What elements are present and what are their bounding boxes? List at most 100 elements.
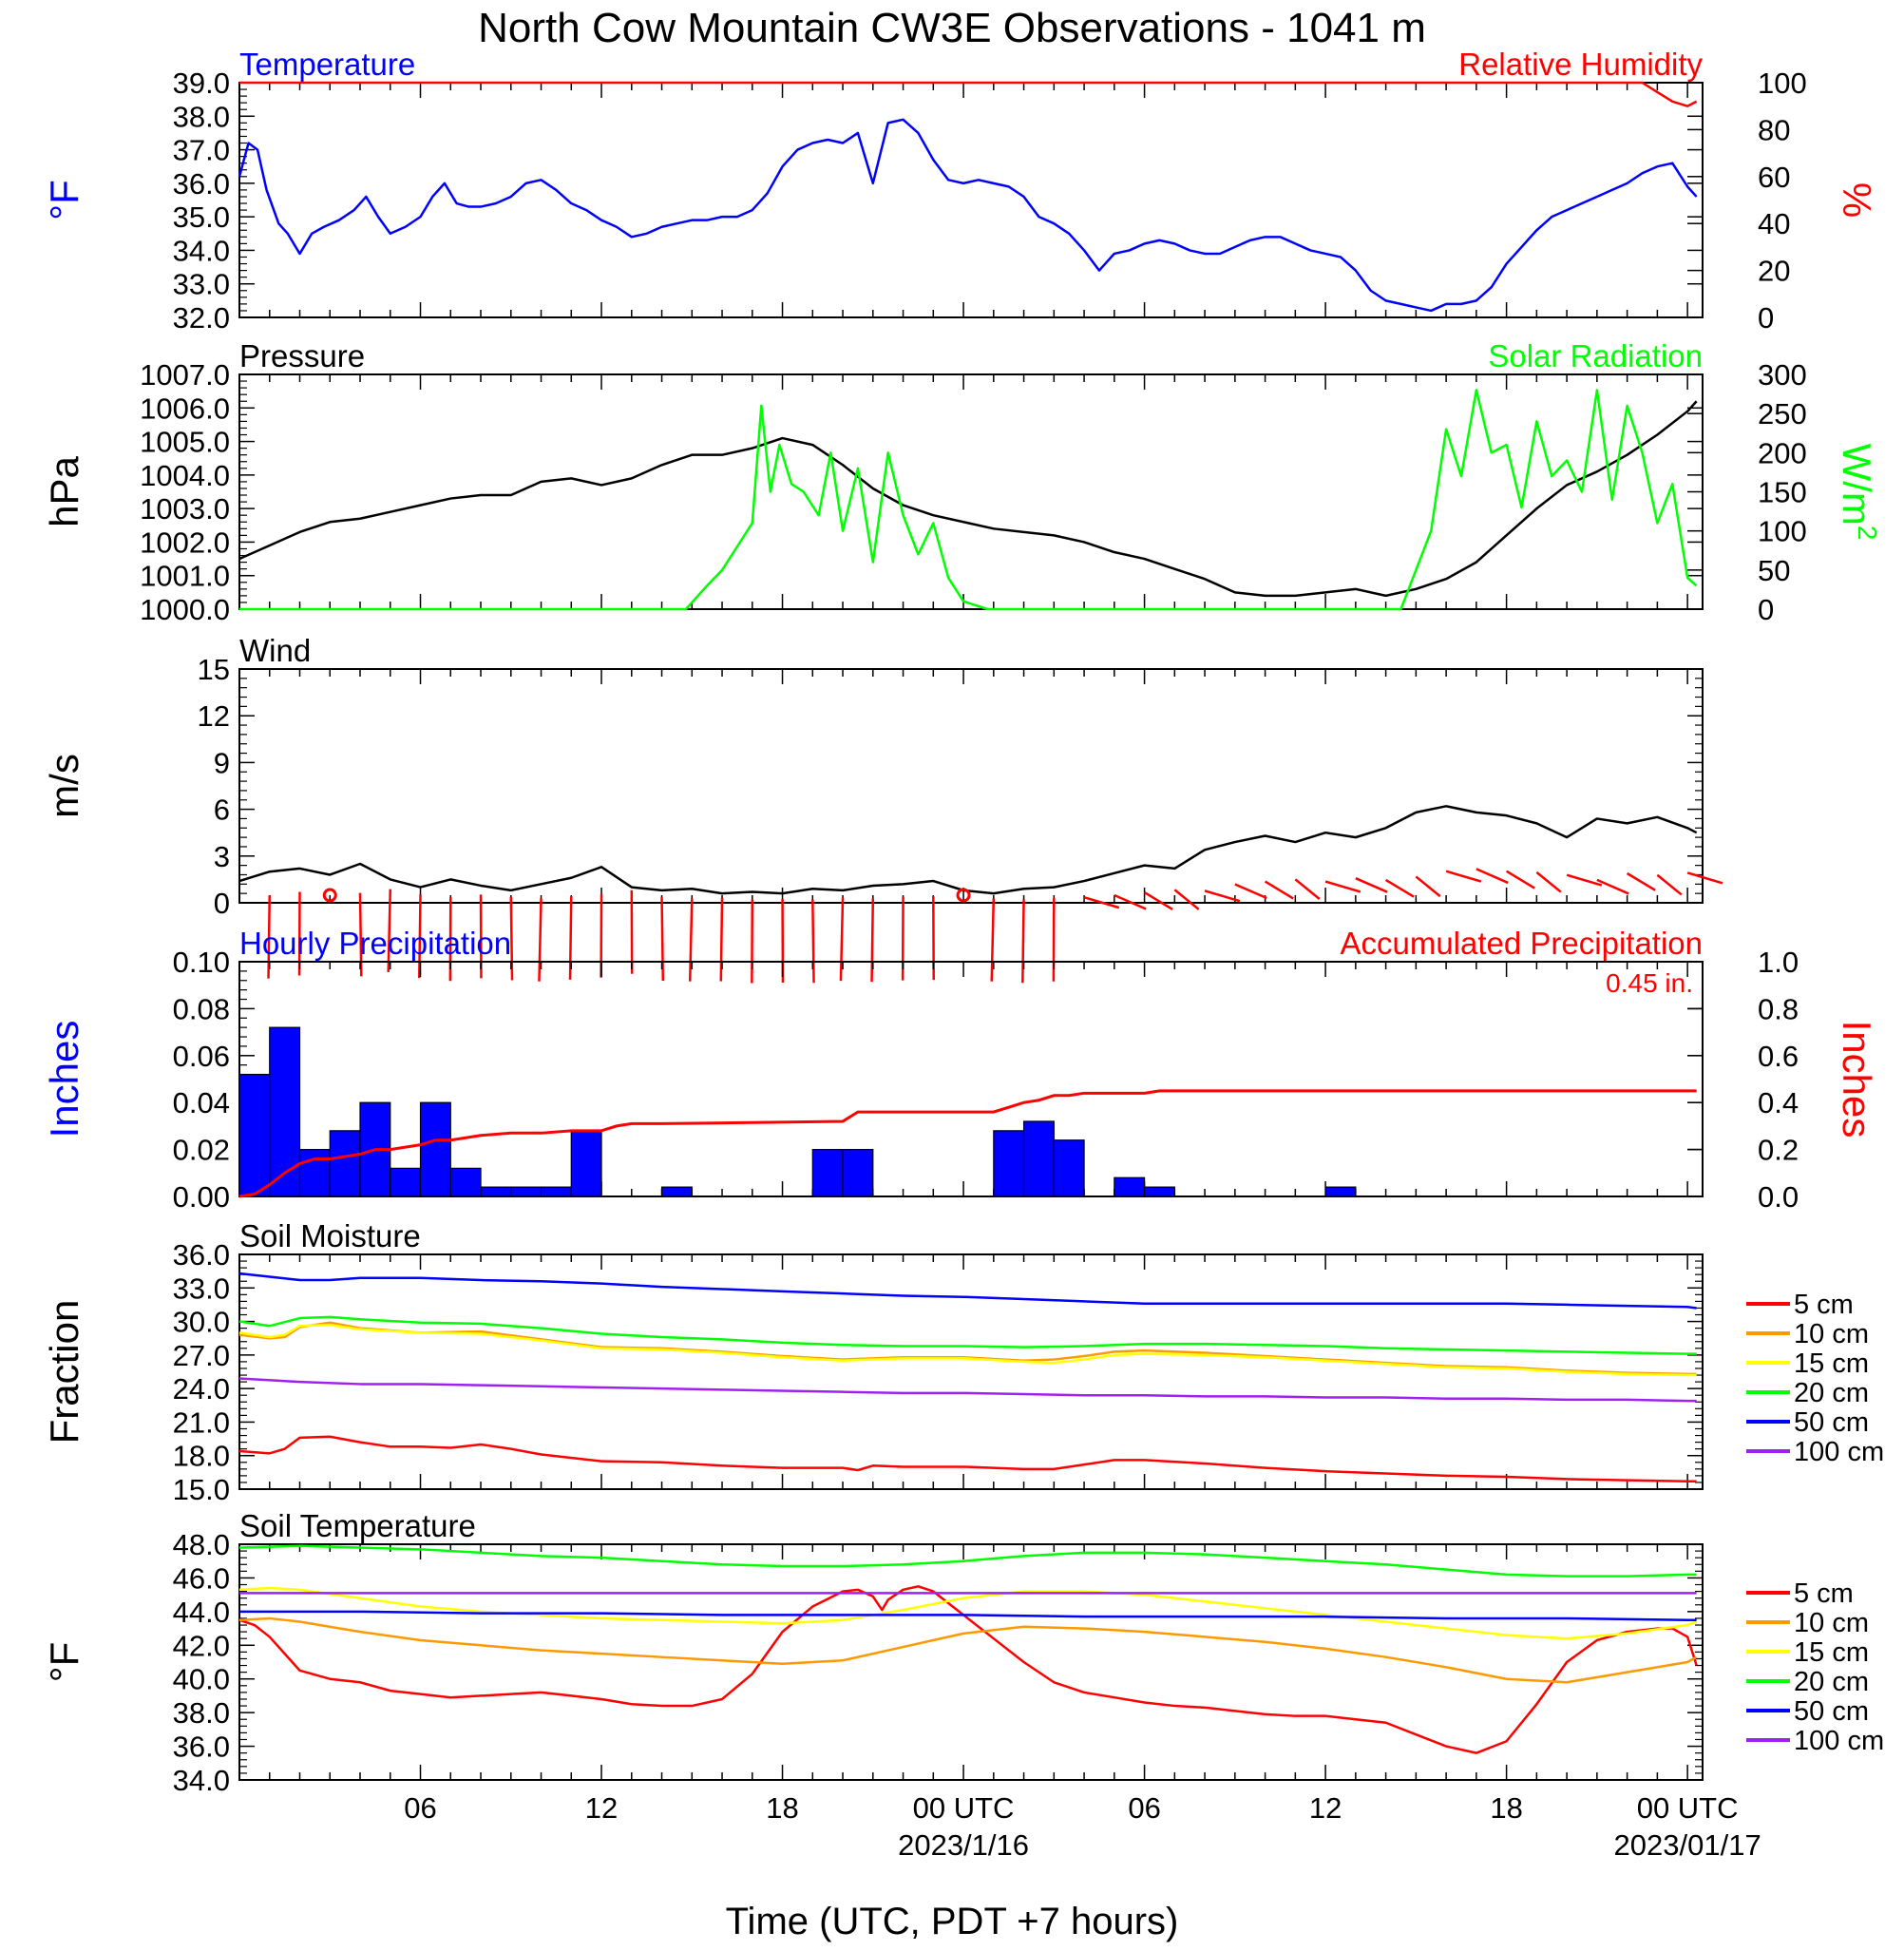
y-tick-label: 0.10 bbox=[173, 946, 230, 979]
precip-bar bbox=[238, 1073, 271, 1197]
y-tick-label: 1002.0 bbox=[140, 526, 230, 559]
series-line-50-cm bbox=[238, 1272, 1697, 1310]
series-line-5-cm bbox=[238, 1435, 1697, 1483]
y-tick-label: 1004.0 bbox=[140, 459, 230, 492]
y-right-tick-label: 0.6 bbox=[1758, 1040, 1799, 1073]
wind-barb bbox=[811, 899, 815, 984]
wind-barb bbox=[1626, 871, 1656, 891]
wind-barb bbox=[1415, 875, 1441, 898]
y-tick-label: 15 bbox=[198, 653, 230, 686]
accumulated-precip-line bbox=[238, 1089, 1697, 1198]
panel-title-right: Solar Radiation bbox=[1488, 338, 1703, 373]
wind-barb bbox=[1505, 870, 1535, 889]
series-line-100-cm bbox=[238, 1377, 1697, 1403]
wind-barb bbox=[538, 898, 543, 982]
panel-title-left: Soil Temperature bbox=[239, 1508, 476, 1543]
y-tick-label: 1003.0 bbox=[140, 492, 230, 526]
y-tick-label: 18.0 bbox=[173, 1440, 230, 1473]
series-line-15-cm bbox=[238, 1323, 1697, 1377]
x-date-label: 2023/1/16 bbox=[898, 1828, 1029, 1862]
precip-bar bbox=[993, 1130, 1025, 1197]
y-right-tick-label: 150 bbox=[1758, 476, 1807, 509]
precip-bar bbox=[510, 1186, 543, 1197]
x-tick-label: 18 bbox=[766, 1791, 798, 1825]
x-tick-label: 12 bbox=[585, 1791, 618, 1825]
y-tick-label: 27.0 bbox=[173, 1339, 230, 1372]
precip-bar bbox=[1022, 1120, 1055, 1197]
wind-calm-marker bbox=[322, 888, 337, 903]
y-axis-label-right: W/m2 bbox=[1835, 444, 1882, 541]
wind-barb bbox=[660, 897, 665, 982]
x-tick-label: 00 UTC bbox=[913, 1791, 1015, 1825]
wind-barb bbox=[267, 894, 272, 979]
y-right-tick-label: 200 bbox=[1758, 436, 1807, 469]
wind-barb bbox=[1596, 878, 1629, 895]
y-tick-label: 0.08 bbox=[173, 992, 230, 1025]
y-tick-label: 1007.0 bbox=[140, 358, 230, 392]
wind-barb bbox=[418, 894, 422, 979]
precip-bar bbox=[329, 1130, 361, 1197]
accumulated-total-label: 0.45 in. bbox=[1606, 968, 1693, 998]
series-line-red-1 bbox=[239, 81, 1698, 107]
y-tick-label: 0.00 bbox=[173, 1180, 230, 1214]
wind-barb bbox=[1535, 870, 1562, 893]
x-date-label: 2023/01/17 bbox=[1614, 1828, 1761, 1862]
y-right-tick-label: 250 bbox=[1758, 397, 1807, 430]
y-axis-label-left: Fraction bbox=[42, 1300, 86, 1444]
y-tick-label: 24.0 bbox=[173, 1372, 230, 1406]
y-tick-label: 12 bbox=[198, 699, 230, 733]
y-axis-label-right-text: % bbox=[1835, 182, 1879, 218]
wind-calm-marker bbox=[956, 888, 971, 903]
y-right-tick-label: 100 bbox=[1758, 67, 1807, 100]
legend-label: 20 cm bbox=[1794, 1667, 1869, 1697]
legend-label: 50 cm bbox=[1794, 1696, 1869, 1727]
precip-bar bbox=[1324, 1186, 1357, 1197]
y-axis-label-left: m/s bbox=[42, 754, 86, 818]
wind-barb bbox=[1264, 880, 1294, 900]
y-axis-label-left: °F bbox=[42, 1642, 86, 1682]
legend-label: 100 cm bbox=[1794, 1437, 1884, 1467]
y-right-tick-label: 0.2 bbox=[1758, 1134, 1799, 1167]
precip-bar bbox=[449, 1167, 482, 1197]
y-right-tick-label: 0.8 bbox=[1758, 992, 1799, 1025]
series-line-blue-0 bbox=[238, 118, 1698, 313]
y-tick-label: 0.04 bbox=[173, 1086, 230, 1119]
precip-bar bbox=[842, 1148, 874, 1197]
wind-barb bbox=[1173, 889, 1200, 910]
y-axis-label-left: hPa bbox=[42, 455, 86, 526]
panel-temperature: 32.033.034.035.036.037.038.039.0 0 20 40 60 8… bbox=[42, 47, 1879, 335]
chart-title: North Cow Mountain CW3E Observations - 1… bbox=[478, 5, 1426, 51]
y-tick-label: 9 bbox=[214, 746, 230, 779]
precip-bar bbox=[1053, 1139, 1085, 1197]
y-right-tick-label: 0.0 bbox=[1758, 1180, 1799, 1214]
y-tick-label: 0.02 bbox=[173, 1134, 230, 1167]
y-tick-label: 0.06 bbox=[173, 1040, 230, 1073]
wind-barb bbox=[1114, 893, 1147, 910]
y-axis-label-left: °F bbox=[42, 180, 86, 220]
panel-pressure: 1000.01001.01002.01003.01004.01005.01006… bbox=[42, 338, 1882, 626]
wind-barb bbox=[1204, 889, 1241, 903]
y-right-tick-label: 1.0 bbox=[1758, 946, 1799, 979]
plot-frame bbox=[238, 668, 1704, 904]
panel-title-left: Pressure bbox=[239, 338, 365, 373]
x-tick-label: 12 bbox=[1309, 1791, 1342, 1825]
x-tick-label: 00 UTC bbox=[1637, 1791, 1739, 1825]
wind-barb bbox=[839, 897, 845, 982]
y-tick-label: 1000.0 bbox=[140, 593, 230, 626]
wind-barb bbox=[1355, 877, 1388, 893]
y-tick-label: 33.0 bbox=[173, 268, 230, 301]
y-tick-label: 15.0 bbox=[173, 1473, 230, 1506]
y-right-tick-label: 300 bbox=[1758, 358, 1807, 392]
series-line-5-cm bbox=[238, 1585, 1698, 1754]
y-tick-label: 6 bbox=[214, 794, 230, 827]
y-axis-label-right: Inches bbox=[1835, 1021, 1879, 1138]
wind-barb bbox=[1234, 883, 1267, 900]
series-line-20-cm bbox=[238, 1544, 1697, 1578]
x-tick-label: 18 bbox=[1490, 1791, 1522, 1825]
series-line-green-1 bbox=[239, 389, 1698, 611]
legend-label: 10 cm bbox=[1794, 1319, 1869, 1349]
precip-bar bbox=[540, 1186, 572, 1197]
wind-barb bbox=[387, 889, 392, 972]
